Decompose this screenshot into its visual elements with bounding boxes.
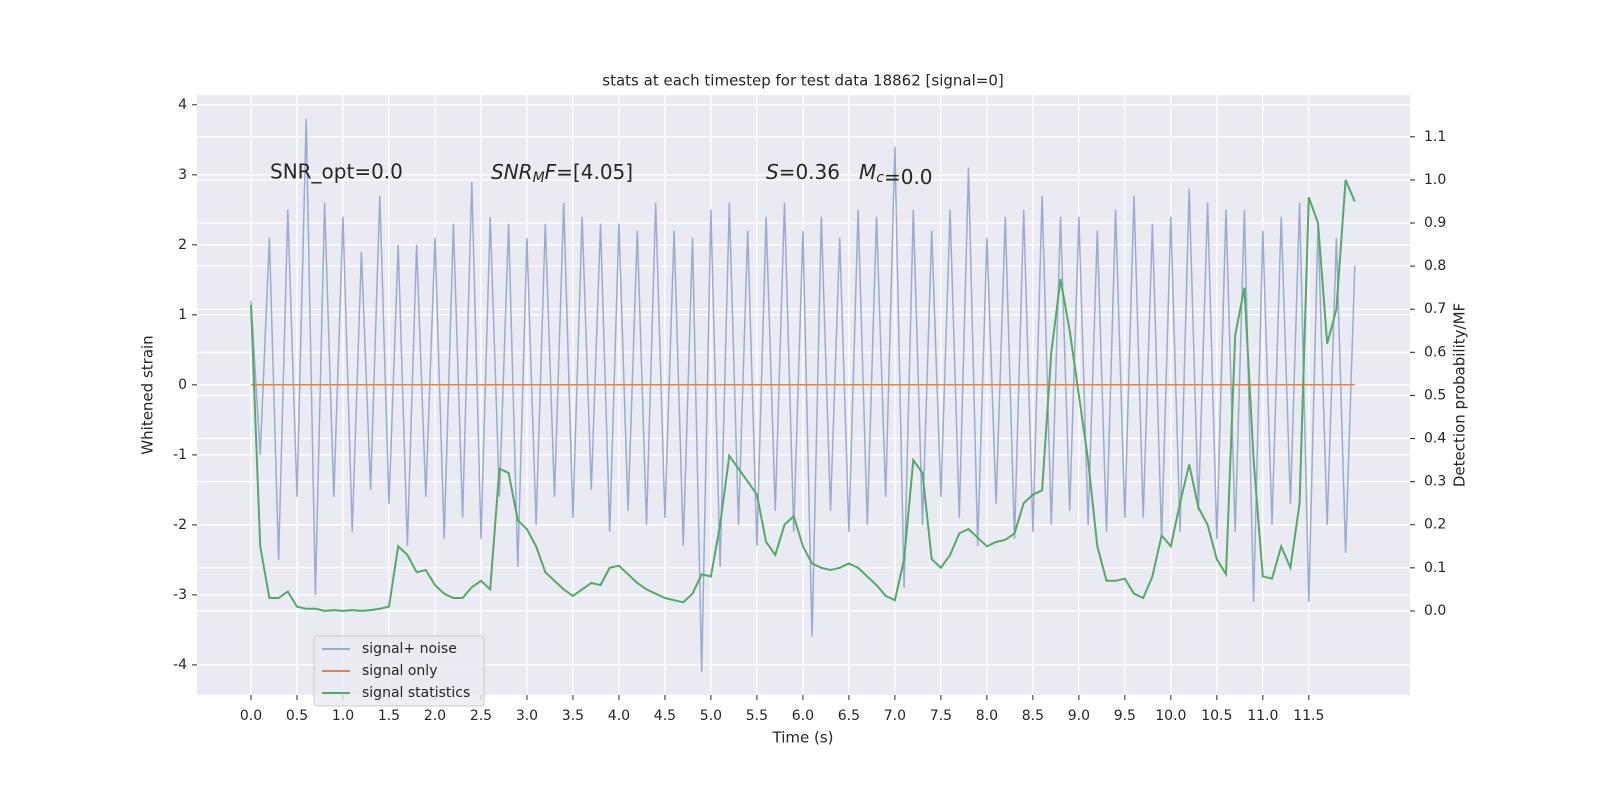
y-tick-label: 1 xyxy=(178,307,187,323)
y2-tick-label: 0.4 xyxy=(1424,431,1446,447)
y2-tick-label: 1.1 xyxy=(1424,129,1446,145)
y-tick-label: -2 xyxy=(173,517,187,533)
y-tick-label: 0 xyxy=(178,377,187,393)
x-tick-label: 3.5 xyxy=(562,708,584,724)
legend-box xyxy=(313,635,485,707)
annotation: Mc=0.0 xyxy=(859,160,933,189)
y2-tick-label: 0.9 xyxy=(1424,215,1446,231)
x-tick-label: 10.5 xyxy=(1201,708,1232,724)
x-tick-label: 9.5 xyxy=(1114,708,1136,724)
x-tick-label: 2.0 xyxy=(424,708,446,724)
legend-label: signal+ noise xyxy=(362,641,457,657)
x-tick-label: 3.0 xyxy=(516,708,538,724)
y2-tick-label: 0.8 xyxy=(1424,258,1446,274)
x-tick-label: 0.5 xyxy=(286,708,308,724)
y-tick-label: 3 xyxy=(178,167,187,183)
x-tick-label: 9.0 xyxy=(1068,708,1090,724)
x-tick-label: 7.5 xyxy=(930,708,952,724)
x-tick-label: 4.5 xyxy=(654,708,676,724)
y-tick-label: 4 xyxy=(178,97,187,113)
x-tick-label: 1.0 xyxy=(332,708,354,724)
x-tick-label: 5.5 xyxy=(746,708,768,724)
y2-tick-label: 0.5 xyxy=(1424,387,1446,403)
x-tick-label: 6.0 xyxy=(792,708,814,724)
y2-tick-label: 0.2 xyxy=(1424,517,1446,533)
x-tick-label: 7.0 xyxy=(884,708,906,724)
x-axis-label: Time (s) xyxy=(772,729,834,747)
x-tick-label: 11.5 xyxy=(1293,708,1324,724)
y-tick-label: -1 xyxy=(173,447,187,463)
marks xyxy=(250,118,1356,672)
annotation: SNRMF=[4.05] xyxy=(491,160,633,187)
x-tick-label: 8.0 xyxy=(976,708,998,724)
x-tick-label: 4.0 xyxy=(608,708,630,724)
x-tick-label: 6.5 xyxy=(838,708,860,724)
y-tick-label: -3 xyxy=(173,587,187,603)
x-tick-label: 1.5 xyxy=(378,708,400,724)
legend-label: signal only xyxy=(362,663,437,679)
y2-tick-label: 0.3 xyxy=(1424,474,1446,490)
x-tick-label: 11.0 xyxy=(1247,708,1278,724)
x-tick-label: 8.5 xyxy=(1022,708,1044,724)
series-line xyxy=(250,179,1356,612)
x-tick-label: 5.0 xyxy=(700,708,722,724)
chart-title: stats at each timestep for test data 188… xyxy=(602,72,1003,90)
x-tick-label: 10.0 xyxy=(1155,708,1186,724)
y2-axis-label: Detection probability/MF xyxy=(1451,303,1469,487)
annotation: SNR_opt=0.0 xyxy=(270,160,403,184)
y2-tick-label: 0.0 xyxy=(1424,603,1446,619)
y-axis-label: Whitened strain xyxy=(139,335,157,454)
series-line xyxy=(250,118,1356,672)
x-tick-label: 0.0 xyxy=(240,708,262,724)
y2-tick-label: 0.6 xyxy=(1424,344,1446,360)
x-tick-label: 2.5 xyxy=(470,708,492,724)
labels: 0.0 0.5 1.0 1.5 2.0 2.5 3.0 3.5 4.0 4.5 5.0 5.5 6.0 6… xyxy=(173,97,1446,724)
y2-tick-label: 0.1 xyxy=(1424,560,1446,576)
y2-tick-label: 0.7 xyxy=(1424,301,1446,317)
y-tick-label: 2 xyxy=(178,237,187,253)
legend-label: signal statistics xyxy=(362,685,470,701)
y2-tick-label: 1.0 xyxy=(1424,172,1446,188)
annotation: S=0.36 xyxy=(766,160,840,184)
y-tick-label: -4 xyxy=(173,657,187,673)
